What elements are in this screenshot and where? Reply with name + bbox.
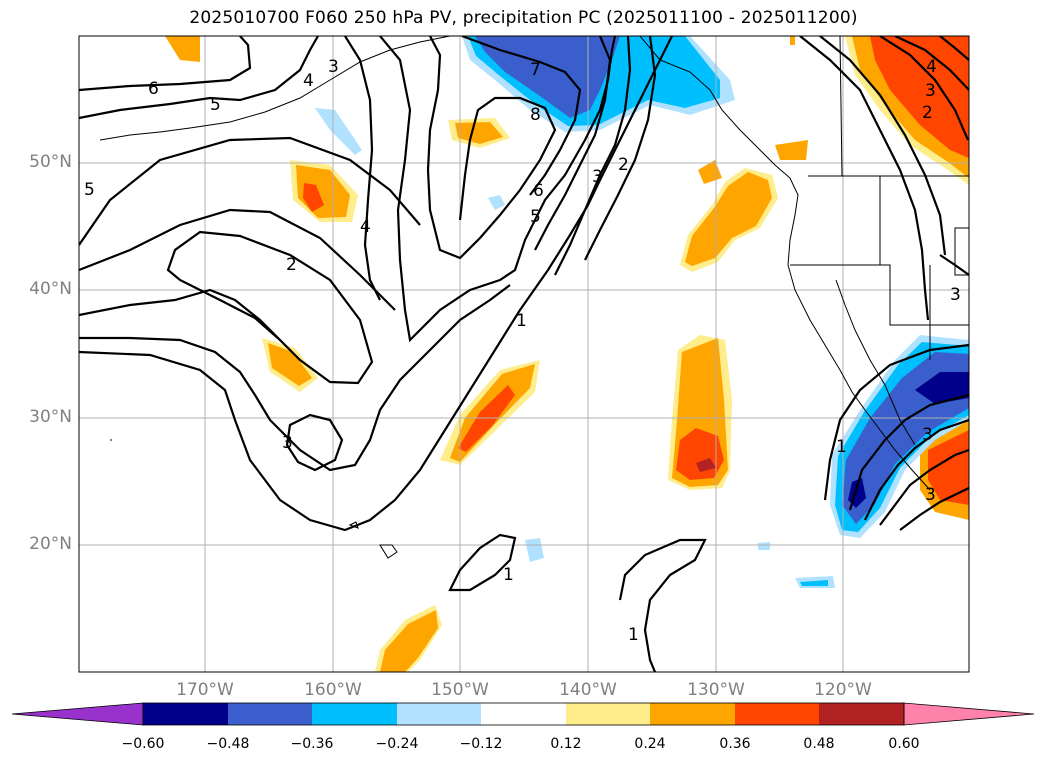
contour-label: 3 xyxy=(592,167,603,187)
contour-label: 4 xyxy=(360,217,371,237)
colorbar-tick: 0.60 xyxy=(888,736,920,752)
graticule xyxy=(79,36,969,672)
colorbar-tick: −0.24 xyxy=(375,736,419,752)
colorbar-extend-right xyxy=(903,702,1035,726)
map-panel: 6 5 4 3 7 8 5 4 2 3 1 6 5 3 2 1 1 1 3 3 … xyxy=(79,36,969,672)
colorbar-segment xyxy=(819,703,904,725)
precip-positive-shading xyxy=(165,36,969,672)
contour-label: 3 xyxy=(950,285,961,305)
colorbar-tick: 0.36 xyxy=(719,736,751,752)
contour-label: 1 xyxy=(836,437,847,457)
colorbar-segment xyxy=(566,703,650,725)
colorbar-tick: −0.36 xyxy=(290,736,334,752)
contour-label: 3 xyxy=(282,433,293,453)
contour-label: 3 xyxy=(925,485,936,505)
contour-label: 2 xyxy=(922,103,933,123)
contour-labels: 6 5 4 3 7 8 5 4 2 3 1 6 5 3 2 1 1 1 3 3 … xyxy=(84,57,961,645)
lon-label: 120°W xyxy=(814,680,872,700)
contour-label: 6 xyxy=(148,79,159,99)
colorbar-segment xyxy=(735,703,819,725)
contour-label: 6 xyxy=(533,181,544,201)
contour-label: 4 xyxy=(303,71,314,91)
contour-label: 1 xyxy=(628,625,639,645)
contour-label: 1 xyxy=(516,311,527,331)
colorbar-segment xyxy=(397,703,481,725)
map-border xyxy=(78,35,970,673)
colorbar-segment xyxy=(481,703,566,725)
contour-label: 4 xyxy=(926,57,937,77)
colorbar-tick: −0.60 xyxy=(121,736,165,752)
lat-label: 30°N xyxy=(29,407,72,427)
lat-label: 50°N xyxy=(29,152,72,172)
coastlines xyxy=(99,36,969,559)
lon-label: 130°W xyxy=(687,680,745,700)
contour-label: 3 xyxy=(328,57,339,77)
contour-label: 2 xyxy=(618,155,629,175)
map-title: 2025010700 F060 250 hPa PV, precipitatio… xyxy=(189,8,858,28)
contour-label: 1 xyxy=(503,565,514,585)
lon-label: 140°W xyxy=(559,680,617,700)
contour-label: 5 xyxy=(210,95,221,115)
colorbar xyxy=(11,702,1035,726)
colorbar-segment xyxy=(143,703,228,725)
contour-label: 7 xyxy=(530,60,541,80)
lat-label: 20°N xyxy=(29,534,72,554)
colorbar-tick: 0.48 xyxy=(803,736,835,752)
lon-label: 170°W xyxy=(176,680,234,700)
colorbar-tick: −0.48 xyxy=(206,736,250,752)
colorbar-tick: 0.12 xyxy=(550,736,582,752)
lon-label: 150°W xyxy=(431,680,489,700)
contour-label: 3 xyxy=(922,425,933,445)
contour-label: 5 xyxy=(84,180,95,200)
colorbar-tick: 0.24 xyxy=(634,736,666,752)
pv-contours xyxy=(79,36,969,672)
colorbar-tick: −0.12 xyxy=(459,736,503,752)
contour-label: 5 xyxy=(530,207,541,227)
lon-label: 160°W xyxy=(304,680,362,700)
colorbar-segment xyxy=(312,703,397,725)
contour-label: 3 xyxy=(925,81,936,101)
colorbar-extend-left xyxy=(11,702,144,726)
colorbar-segment xyxy=(650,703,735,725)
lat-label: 40°N xyxy=(29,279,72,299)
contour-label: 8 xyxy=(530,105,541,125)
colorbar-segment xyxy=(228,703,312,725)
contour-label: 2 xyxy=(286,255,297,275)
